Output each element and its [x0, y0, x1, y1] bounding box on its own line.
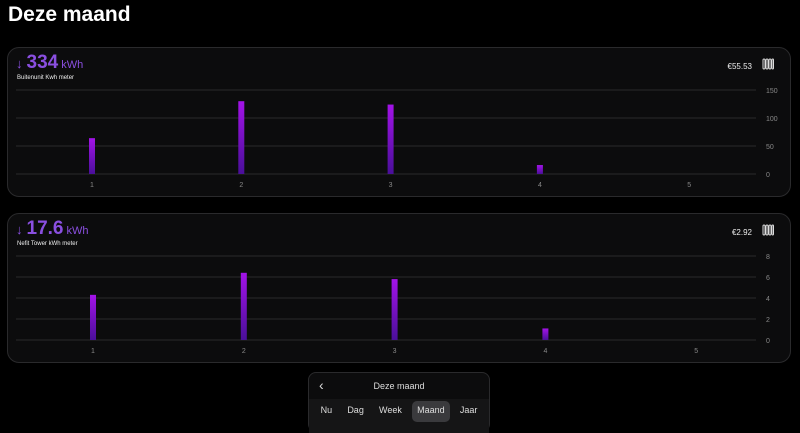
- energy-card-buitenunit: ↓ 334 kWh Buitenunit Kwh meter €55.53 0 5…: [7, 47, 791, 197]
- y-tick-label: 150: [766, 88, 778, 95]
- bar[interactable]: [90, 294, 96, 340]
- bar[interactable]: [238, 101, 245, 174]
- y-tick-label: 50: [766, 144, 774, 151]
- y-tick-label: 6: [766, 275, 770, 282]
- bar-chart: 0 2 4 6 8 1 2 3 4 5: [16, 254, 770, 355]
- total-unit: kWh: [61, 59, 84, 71]
- total-unit: kWh: [66, 225, 89, 237]
- bar[interactable]: [536, 165, 543, 174]
- bar[interactable]: [89, 138, 95, 174]
- y-tick-label: 100: [766, 116, 778, 123]
- back-chevron-icon[interactable]: ‹: [319, 377, 324, 393]
- energy-card-nefit: ↓ 17.6 kWh Nefit Tower kWh meter €2.92 0…: [7, 213, 791, 363]
- page-title: Deze maand: [8, 3, 131, 26]
- y-tick-label: 4: [766, 296, 770, 303]
- radiator-icon[interactable]: [762, 58, 774, 70]
- period-tabs: Nu Dag Week Maand Jaar: [309, 399, 489, 433]
- radiator-icon[interactable]: [762, 224, 774, 236]
- x-tick-label: 4: [538, 182, 542, 189]
- y-tick-label: 0: [766, 338, 770, 345]
- x-tick-label: 3: [389, 182, 393, 189]
- tab-jaar[interactable]: Jaar: [459, 405, 478, 415]
- arrow-down-icon: ↓: [16, 222, 23, 237]
- cost-value: €2.92: [731, 228, 752, 237]
- y-tick-label: 8: [766, 254, 770, 261]
- y-tick-label: 0: [766, 172, 770, 179]
- tab-maand[interactable]: Maand: [412, 401, 450, 422]
- x-tick-label: 1: [90, 182, 94, 189]
- tab-dag[interactable]: Dag: [347, 405, 364, 415]
- bar-chart: 0 50 100 150 1 2 3 4 5: [16, 88, 778, 189]
- tab-week[interactable]: Week: [379, 405, 402, 415]
- total-usage: ↓ 17.6 kWh: [16, 218, 88, 240]
- cost-value: €55.53: [727, 62, 752, 71]
- meter-name: Nefit Tower kWh meter: [17, 241, 78, 247]
- bar[interactable]: [542, 328, 549, 340]
- x-tick-label: 3: [393, 348, 397, 355]
- bar[interactable]: [391, 279, 398, 340]
- y-tick-label: 2: [766, 317, 770, 324]
- x-tick-label: 1: [91, 348, 95, 355]
- period-selector: ‹ Deze maand Nu Dag Week Maand Jaar: [308, 372, 490, 433]
- meter-name: Buitenunit Kwh meter: [17, 75, 75, 81]
- x-tick-label: 5: [687, 182, 691, 189]
- period-title: Deze maand: [373, 381, 425, 391]
- bar[interactable]: [387, 104, 394, 174]
- x-tick-label: 2: [239, 182, 243, 189]
- bar[interactable]: [240, 272, 247, 340]
- total-value: 17.6: [26, 218, 64, 239]
- x-tick-label: 2: [242, 348, 246, 355]
- tab-nu[interactable]: Nu: [320, 405, 333, 415]
- x-tick-label: 4: [543, 348, 547, 355]
- x-tick-label: 5: [694, 348, 698, 355]
- total-usage: ↓ 334 kWh: [16, 52, 83, 74]
- total-value: 334: [26, 52, 59, 73]
- arrow-down-icon: ↓: [16, 56, 23, 71]
